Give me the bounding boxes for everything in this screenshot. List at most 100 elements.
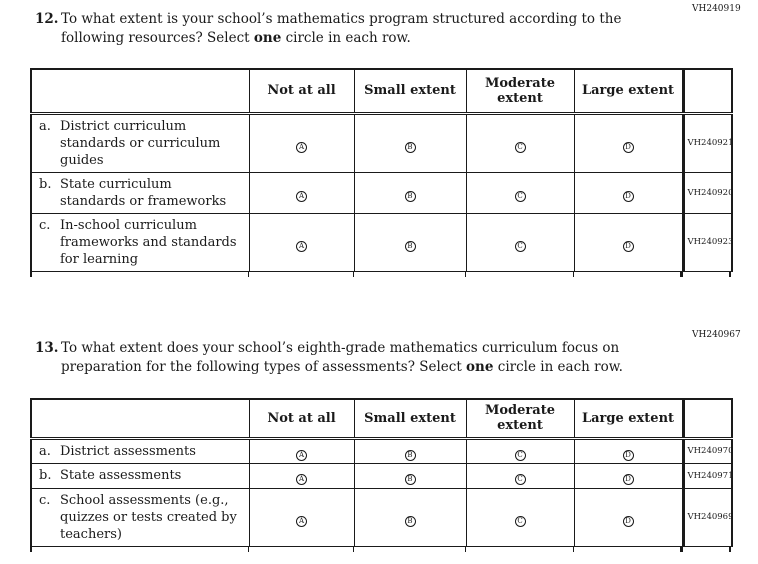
table-row-c: c. In-school curriculum frameworks and s…: [30, 212, 734, 272]
option-circle-c[interactable]: C: [514, 191, 526, 202]
option-cell: C: [465, 212, 575, 272]
question-13-table: Not at all Small extent Moderate extent …: [30, 398, 734, 547]
column-header-small-extent: Small extent: [353, 68, 467, 115]
row-letter: c.: [39, 217, 51, 233]
header-code-cell: [681, 68, 733, 115]
option-circle-a[interactable]: A: [296, 191, 307, 202]
question-12-text: To what extent is your school’s mathemat…: [61, 10, 621, 48]
question-13-accession-code: VH240967: [692, 330, 741, 340]
option-circle-a[interactable]: A: [296, 449, 307, 461]
row-label: State curriculum standards or frameworks: [60, 176, 227, 209]
table-row-b: b. State assessments A B C D VH240971: [30, 462, 734, 489]
option-cell: B: [353, 462, 467, 489]
option-circle-a[interactable]: A: [296, 474, 307, 485]
row-letter: c.: [39, 492, 51, 508]
option-cell: D: [573, 437, 684, 464]
question-13: 13. To what extent does your school’s ei…: [35, 339, 623, 377]
column-header-moderate-extent: Moderate extent: [465, 68, 575, 115]
option-cell: A: [248, 212, 355, 272]
option-cell: A: [248, 437, 355, 464]
question-12-number: 12.: [35, 11, 59, 27]
option-circle-d[interactable]: D: [622, 141, 634, 153]
table-row-a: a. District curriculum standards or curr…: [30, 112, 734, 173]
row-accession-code: VH240971: [681, 462, 734, 489]
column-header-not-at-all: Not at all: [248, 68, 355, 115]
row-label: In-school curriculum frameworks and stan…: [60, 217, 237, 267]
column-header-large-extent: Large extent: [573, 68, 684, 115]
row-accession-code: VH240921: [681, 112, 734, 173]
header-row: Not at all Small extent Moderate extent …: [30, 68, 733, 115]
option-circle-a[interactable]: A: [296, 515, 307, 527]
question-13-text-post: circle in each row.: [493, 359, 623, 375]
option-circle-c[interactable]: C: [514, 515, 526, 527]
question-12-text-bold: one: [253, 30, 282, 46]
row-letter: b.: [39, 176, 52, 192]
option-circle-c[interactable]: C: [514, 141, 526, 153]
option-circle-d[interactable]: D: [622, 240, 634, 252]
question-12-text-pre: To what extent is your school’s mathemat…: [61, 11, 622, 46]
option-circle-b[interactable]: B: [404, 141, 416, 153]
option-cell: D: [573, 171, 684, 214]
option-circle-c[interactable]: C: [514, 240, 526, 252]
option-circle-d[interactable]: D: [622, 474, 634, 485]
table-row-b: b. State curriculum standards or framewo…: [30, 171, 734, 214]
question-12-table: Not at all Small extent Moderate extent …: [30, 68, 734, 272]
option-cell: A: [248, 171, 355, 214]
column-header-small-extent: Small extent: [353, 398, 467, 440]
option-circle-d[interactable]: D: [622, 191, 634, 202]
option-circle-a[interactable]: A: [296, 240, 307, 252]
header-corner-cell: [30, 398, 250, 440]
row-accession-code: VH240970: [681, 437, 734, 464]
row-label: District curriculum standards or curricu…: [60, 118, 221, 168]
header-row: Not at all Small extent Moderate extent …: [30, 398, 733, 440]
row-label-cell: b. State curriculum standards or framewo…: [30, 171, 250, 214]
row-label: District assessments: [60, 443, 196, 459]
option-circle-b[interactable]: B: [404, 474, 416, 485]
option-cell: C: [465, 112, 575, 173]
row-accession-code: VH240969: [681, 487, 734, 547]
row-letter: b.: [39, 468, 52, 483]
row-label: School assessments (e.g., quizzes or tes…: [60, 492, 237, 542]
scan-artifact-ticks: [30, 546, 731, 553]
question-13-number: 13.: [35, 340, 59, 356]
option-cell: A: [248, 487, 355, 547]
scan-artifact-ticks: [30, 271, 731, 278]
column-header-large-extent: Large extent: [573, 398, 684, 440]
option-circle-c[interactable]: C: [514, 474, 526, 485]
option-cell: C: [465, 462, 575, 489]
option-cell: C: [465, 171, 575, 214]
option-cell: C: [465, 437, 575, 464]
row-label-cell: b. State assessments: [30, 462, 250, 489]
option-circle-b[interactable]: B: [404, 449, 416, 461]
option-cell: D: [573, 487, 684, 547]
option-cell: A: [248, 462, 355, 489]
option-circle-b[interactable]: B: [404, 515, 416, 527]
option-cell: B: [353, 212, 467, 272]
row-accession-code: VH240923: [681, 212, 734, 272]
row-label-cell: c. School assessments (e.g., quizzes or …: [30, 487, 250, 547]
option-circle-d[interactable]: D: [622, 515, 634, 527]
question-13-table-wrap: Not at all Small extent Moderate extent …: [30, 398, 734, 553]
option-cell: B: [353, 112, 467, 173]
option-cell: D: [573, 112, 684, 173]
question-13-text-pre: To what extent does your school’s eighth…: [61, 340, 620, 375]
question-12-text-post: circle in each row.: [281, 30, 411, 46]
option-circle-a[interactable]: A: [296, 141, 307, 153]
option-circle-b[interactable]: B: [404, 240, 416, 252]
option-circle-b[interactable]: B: [404, 191, 416, 202]
option-cell: D: [573, 462, 684, 489]
row-accession-code: VH240920: [681, 171, 734, 214]
option-cell: A: [248, 112, 355, 173]
row-letter: a.: [39, 118, 51, 134]
option-cell: B: [353, 171, 467, 214]
option-cell: C: [465, 487, 575, 547]
row-label-cell: c. In-school curriculum frameworks and s…: [30, 212, 250, 272]
option-circle-d[interactable]: D: [622, 449, 634, 461]
table-row-a: a. District assessments A B C D VH240970: [30, 437, 734, 464]
option-cell: D: [573, 212, 684, 272]
question-12-table-wrap: Not at all Small extent Moderate extent …: [30, 68, 734, 278]
option-circle-c[interactable]: C: [514, 449, 526, 461]
option-cell: B: [353, 487, 467, 547]
column-header-not-at-all: Not at all: [248, 398, 355, 440]
option-cell: B: [353, 437, 467, 464]
